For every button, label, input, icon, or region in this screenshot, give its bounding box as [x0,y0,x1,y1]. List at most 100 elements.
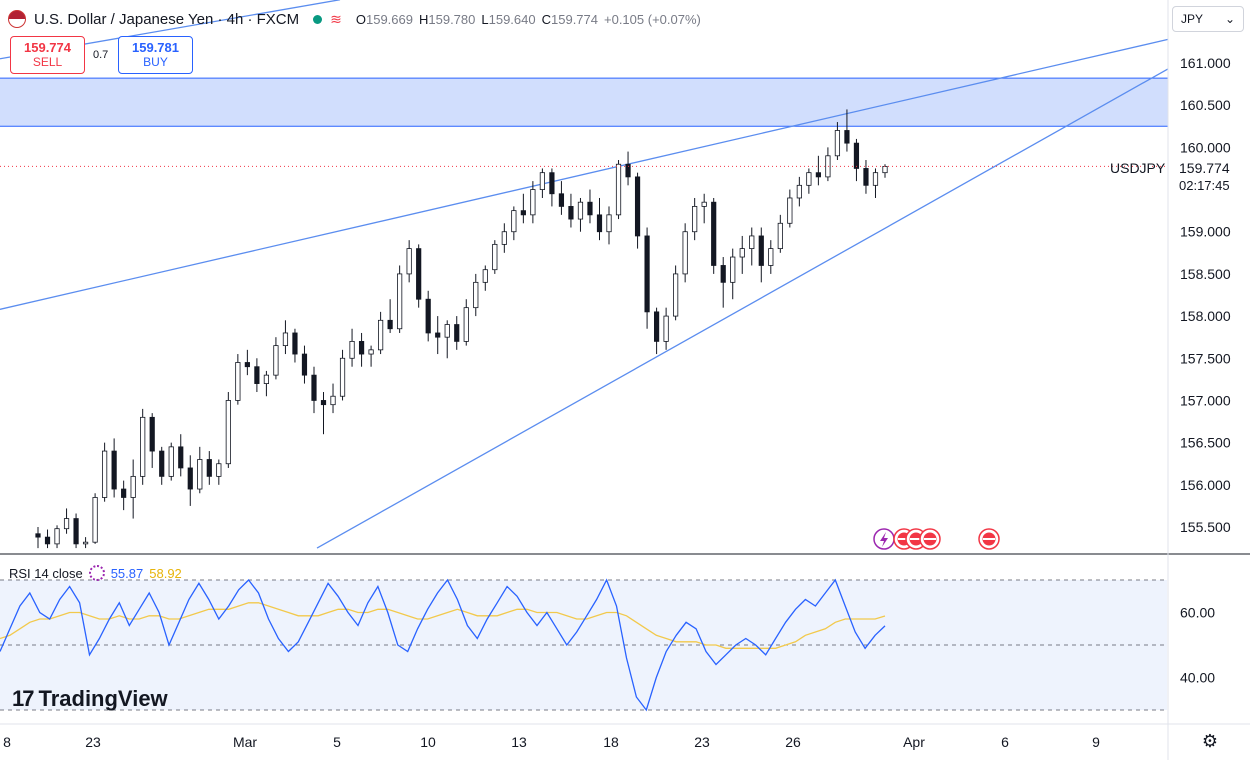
price-tick-label: 158.000 [1180,308,1231,324]
candle [140,408,146,485]
candle [558,181,565,215]
candle-body-up [349,340,355,359]
candle-body-down [178,446,184,469]
time-axis[interactable]: 8 23 Mar 5 10 13 18 23 26 Apr 6 9 [3,734,1100,750]
candle-body-up [168,446,174,477]
rsi-settings-icon[interactable] [88,565,105,581]
symbol-title[interactable]: U.S. Dollar / Japanese Yen · 4h · FXCM [34,10,300,28]
candle [520,193,526,224]
candle-body-down [149,416,155,452]
price-tick-label: 158.500 [1180,266,1231,282]
candle-body-down [292,332,298,355]
candle [44,529,51,549]
candle [301,345,308,384]
candle-body-up [501,231,507,245]
candle-body-up [378,319,384,351]
buy-label: BUY [143,55,168,69]
us-flag-icon [8,10,26,28]
ohlc-open: O159.669 [355,11,413,27]
candle-body-down [596,214,603,233]
candle-body-up [444,324,450,338]
event-markers[interactable] [873,528,1000,550]
rsi-legend[interactable]: RSI 14 close 55.87 58.92 [9,565,182,581]
buy-button[interactable]: 159.781 BUY [118,36,193,74]
candle [121,480,127,511]
candle [263,370,270,397]
price-tick-label: 157.500 [1180,350,1231,366]
zone-fill [0,78,1168,127]
candle-body-up [130,475,136,498]
candle [149,413,155,468]
candle-body-down [720,265,726,283]
candle-body-down [435,332,441,338]
rsi-title: RSI 14 close [9,565,83,581]
candle-body-down [73,518,79,545]
candle-body-down [358,340,365,355]
candle [225,392,231,468]
candle [387,299,393,333]
candle [82,537,89,549]
candle [92,493,98,544]
candle-body-down [815,172,821,178]
ohlc-close: C159.774 [541,11,598,27]
candle [596,197,603,241]
candle [425,290,431,342]
rsi-tick-label: 40.00 [1180,670,1215,686]
candle [872,168,879,198]
candle [292,328,298,363]
price-axis[interactable]: 161.000 160.500 160.000 159.000 158.500 158.0… [1180,55,1231,535]
candle-body-down [568,206,574,220]
candle [568,193,574,228]
flag-stripe [910,538,922,540]
candle [796,176,802,207]
candle-body-down [711,201,717,266]
time-tick-label: 13 [511,734,527,750]
candle-body-up [615,163,622,216]
candle [349,328,355,367]
candle-body-up [806,172,812,186]
candle-body-up [330,395,336,406]
candle [663,307,669,350]
candle-body-down [587,201,593,216]
candle [435,316,441,355]
tradingview-logo[interactable]: 17 TradingView [12,686,168,712]
candle-body-down [844,130,850,144]
candle-body-up [749,235,755,249]
candle [168,442,174,481]
candle-body-down [111,450,117,490]
candle [111,438,117,498]
candle [463,299,469,346]
candle [216,459,222,485]
candle [615,160,622,220]
candle-body-up [796,184,802,199]
price-tick-label: 156.500 [1180,435,1231,451]
candle [273,337,279,380]
candle-body-up [787,197,793,224]
market-open-icon [313,14,323,24]
settings-icon[interactable]: ⚙ [1201,731,1219,751]
rsi-band [0,580,1167,710]
candle [378,311,384,355]
candle [54,525,60,549]
rsi-ma-value: 58.92 [149,565,182,581]
candle [444,320,450,359]
sell-button[interactable]: 159.774 SELL [10,36,85,74]
candle [73,513,79,549]
candle-body-down [159,450,165,477]
candles [35,109,888,549]
candle-body-up [825,155,831,178]
upper-trendline [0,38,1169,310]
candle-body-up [482,269,488,283]
candle [644,227,650,329]
flag-stripe [983,538,995,540]
price-tick-label: 156.000 [1180,477,1231,493]
candle-body-up [397,273,403,330]
candle [368,345,374,367]
rsi-axis[interactable]: 60.00 40.00 [1180,605,1215,686]
lower-trendline [316,68,1169,549]
currency-select[interactable]: JPY ⌄ [1172,6,1244,32]
rsi-line [0,578,886,712]
ohlc-change: +0.105 (+0.07%) [604,11,701,27]
candle-body-up [263,374,270,384]
